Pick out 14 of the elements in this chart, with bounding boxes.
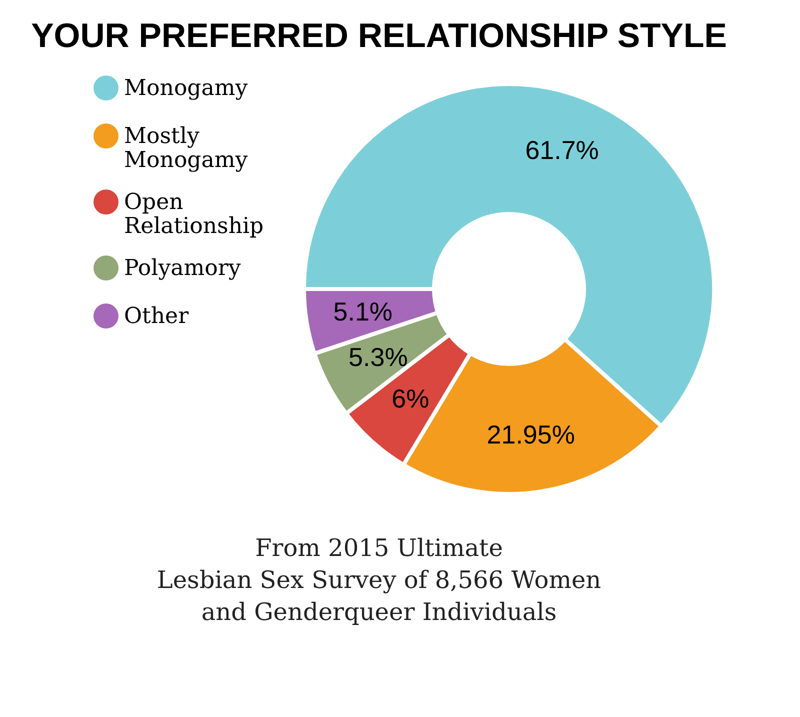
legend-label: Polyamory [124, 256, 242, 281]
text: and Genderqueer Individuals [201, 598, 557, 626]
text: Lesbian Sex Survey of 8,566 Women [156, 566, 602, 594]
data-label: 6% [392, 383, 430, 414]
data-label: 61.7% [525, 134, 599, 165]
data-label: 5.1% [333, 296, 393, 327]
legend-label: Open Relationship [124, 190, 264, 239]
text: From 2015 Ultimate [255, 534, 503, 562]
legend-label: Other [124, 304, 190, 329]
legend-label: Mostly Monogamy [124, 124, 248, 173]
legend-label: Monogamy [124, 76, 248, 101]
chart-title: YOUR PREFERRED RELATIONSHIP STYLE [31, 17, 727, 55]
data-label: 5.3% [348, 342, 408, 372]
data-label: 21.95% [486, 419, 575, 450]
